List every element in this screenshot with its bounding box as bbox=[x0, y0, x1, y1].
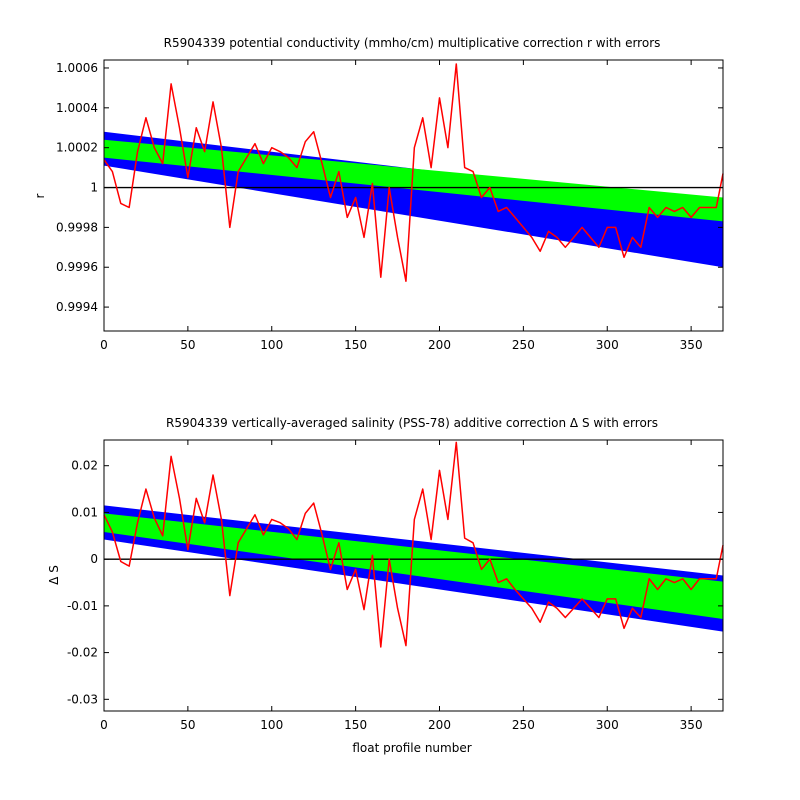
top-chart-correction-series bbox=[103, 63, 724, 282]
bottom-chart-x-tick-label: 0 bbox=[100, 718, 108, 732]
bottom-chart-y-tick-label: -0.03 bbox=[67, 692, 98, 706]
top-chart-y-tick-label: 1.0006 bbox=[56, 61, 98, 75]
bottom-chart-x-tick-label: 50 bbox=[180, 718, 195, 732]
bottom-chart-title: R5904339 vertically-averaged salinity (P… bbox=[166, 416, 658, 430]
bottom-chart-inner-error-band bbox=[104, 513, 723, 619]
bottom-chart-correction-series bbox=[103, 441, 724, 648]
bottom-chart-y-tick-label: -0.01 bbox=[67, 599, 98, 613]
top-chart-x-tick-label: 150 bbox=[344, 338, 367, 352]
top-chart-x-tick-label: 250 bbox=[512, 338, 535, 352]
top-chart: R5904339 potential conductivity (mmho/cm… bbox=[33, 36, 724, 352]
bottom-chart-x-tick-label: 200 bbox=[428, 718, 451, 732]
top-chart-y-tick-label: 1.0002 bbox=[56, 141, 98, 155]
bottom-chart-x-tick-label: 250 bbox=[512, 718, 535, 732]
bottom-chart-y-tick-label: 0 bbox=[90, 552, 98, 566]
top-chart-inner-error-band bbox=[104, 139, 723, 222]
bottom-chart-x-tick-label: 100 bbox=[260, 718, 283, 732]
top-chart-y-tick-label: 0.9996 bbox=[56, 260, 98, 274]
bottom-chart-axes-frame bbox=[103, 439, 724, 712]
bottom-chart-y-tick-label: 0.02 bbox=[71, 459, 98, 473]
top-chart-x-tick-label: 50 bbox=[180, 338, 195, 352]
top-chart-x-tick-label: 100 bbox=[260, 338, 283, 352]
top-chart-y-tick-label: 1 bbox=[90, 181, 98, 195]
bottom-chart-ylabel: Δ S bbox=[47, 565, 61, 585]
bottom-chart-x-tick-label: 150 bbox=[344, 718, 367, 732]
bottom-chart-y-tick-label: 0.01 bbox=[71, 505, 98, 519]
bottom-chart-xlabel: float profile number bbox=[352, 741, 471, 755]
bottom-chart: R5904339 vertically-averaged salinity (P… bbox=[47, 416, 724, 755]
bottom-chart-x-tick-label: 350 bbox=[680, 718, 703, 732]
top-chart-x-tick-label: 0 bbox=[100, 338, 108, 352]
bottom-chart-y-tick-label: -0.02 bbox=[67, 646, 98, 660]
top-chart-y-tick-label: 0.9998 bbox=[56, 220, 98, 234]
top-chart-y-tick-label: 1.0004 bbox=[56, 101, 98, 115]
top-chart-y-tick-label: 0.9994 bbox=[56, 300, 98, 314]
top-chart-axes-frame bbox=[103, 59, 724, 332]
bottom-chart-x-tick-label: 300 bbox=[596, 718, 619, 732]
top-chart-ylabel: r bbox=[33, 193, 47, 198]
top-chart-x-tick-label: 300 bbox=[596, 338, 619, 352]
top-chart-title: R5904339 potential conductivity (mmho/cm… bbox=[164, 36, 661, 50]
top-chart-x-tick-label: 200 bbox=[428, 338, 451, 352]
top-chart-x-tick-label: 350 bbox=[680, 338, 703, 352]
